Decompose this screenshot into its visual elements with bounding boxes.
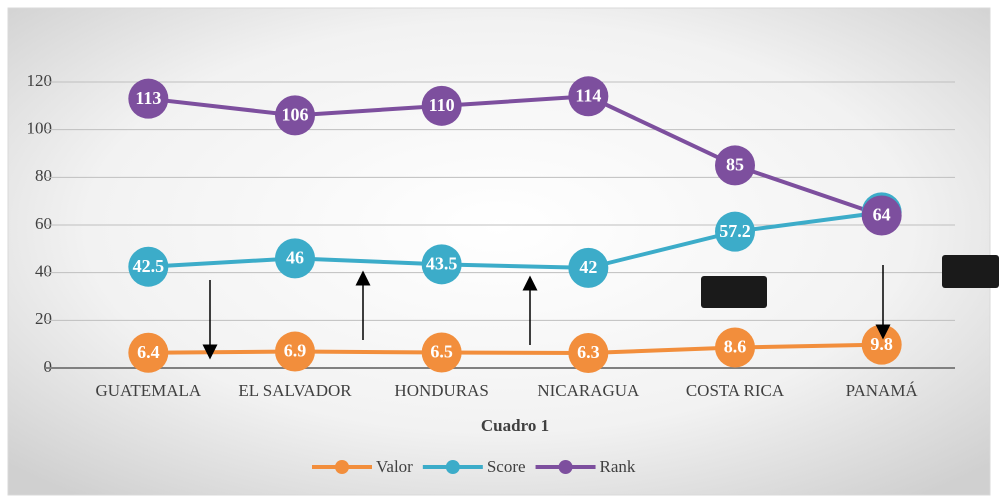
data-point (861, 195, 902, 236)
y-tick-label: 20 (35, 309, 52, 328)
data-label: 6.3 (577, 342, 600, 362)
data-point (861, 324, 902, 365)
data-label: 9.8 (870, 334, 893, 354)
legend-label: Rank (600, 457, 636, 476)
series-line (148, 342, 882, 355)
data-point (715, 145, 755, 186)
chart-background (7, 7, 991, 496)
legend-marker (558, 460, 573, 474)
x-tick-label: NICARAGUA (537, 381, 640, 400)
y-tick-label: 60 (35, 214, 52, 233)
legend-label: Score (487, 457, 526, 476)
redaction-box (942, 255, 999, 288)
legend-marker (445, 460, 460, 474)
data-point (421, 332, 462, 373)
data-label: 46 (286, 247, 304, 267)
data-point (275, 238, 315, 279)
legend-marker (335, 460, 349, 474)
series-line (148, 94, 883, 218)
data-label: 6.5 (430, 342, 453, 362)
y-tick-label: 40 (35, 262, 52, 281)
redaction-box (701, 276, 767, 308)
legend-item: Rank (535, 457, 636, 476)
y-tick-label: 80 (35, 166, 52, 185)
data-label: 6.4 (137, 342, 160, 362)
data-point (128, 78, 169, 119)
data-point (421, 85, 462, 126)
data-label: 42.5 (133, 256, 165, 276)
data-label: 8.6 (724, 337, 747, 357)
series-line (148, 210, 882, 270)
data-label: 43.5 (426, 253, 458, 273)
data-point (715, 327, 755, 368)
grid: 0 20 40 60 80 100 120 GUATEMALA EL SALVADOR HONDU… (27, 71, 955, 400)
x-tick-label: HONDURAS (394, 381, 488, 400)
data-label: 114 (575, 85, 601, 105)
data-point (128, 246, 169, 287)
data-label: 42 (579, 257, 597, 277)
y-tick-label: 0 (44, 357, 53, 376)
data-label: 6.9 (284, 341, 307, 361)
marks: 6.46.96.56.38.69.842.54643.54257.265.311… (128, 76, 902, 373)
data-label: 106 (282, 104, 309, 124)
annotations (202, 255, 999, 360)
data-point (568, 247, 609, 288)
data-point (568, 332, 609, 373)
data-point (128, 332, 169, 373)
x-tick-label: PANAMÁ (846, 381, 919, 400)
x-tick-label: EL SALVADOR (238, 381, 352, 400)
x-tick-label: COSTA RICA (686, 381, 785, 400)
x-axis-title: Cuadro 1 (481, 416, 549, 435)
data-point (421, 244, 462, 285)
legend-item: Valor (312, 457, 413, 476)
data-point (568, 76, 609, 117)
y-tick-label: 120 (27, 71, 53, 90)
data-point (275, 331, 315, 372)
legend-item: Score (422, 457, 526, 476)
data-label: 110 (429, 95, 455, 115)
data-label: 57.2 (719, 221, 751, 241)
data-point (275, 95, 315, 136)
data-label: 64 (873, 205, 891, 225)
legend-label: Valor (376, 457, 413, 476)
x-tick-label: GUATEMALA (95, 381, 201, 400)
data-label: 85 (726, 155, 744, 175)
y-tick-label: 100 (27, 119, 53, 138)
data-point (715, 211, 755, 252)
data-label: 113 (135, 88, 161, 108)
